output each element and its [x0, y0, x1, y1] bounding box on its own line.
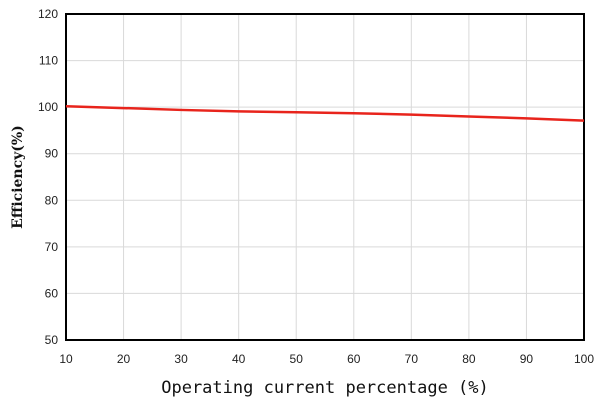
y-tick-label: 90 [45, 147, 59, 161]
y-tick-label: 60 [45, 286, 59, 300]
x-axis-label: Operating current percentage (%) [161, 378, 489, 398]
plot-area-frame [65, 13, 585, 341]
y-tick-label: 70 [45, 240, 59, 254]
y-tick-label: 120 [38, 7, 58, 21]
y-tick-label: 100 [38, 100, 58, 114]
x-tick-label: 20 [117, 352, 131, 366]
x-tick-label: 70 [405, 352, 419, 366]
x-tick-label: 90 [520, 352, 534, 366]
y-axis-label: Efficiency(%) [10, 125, 26, 229]
x-tick-label: 50 [290, 352, 304, 366]
y-tick-label: 80 [45, 193, 59, 207]
x-tick-labels: 10 20 30 40 50 60 70 80 90 100 [59, 352, 594, 366]
grid [65, 13, 585, 341]
x-tick-label: 80 [462, 352, 476, 366]
y-tick-label: 110 [39, 54, 58, 68]
y-tick-labels: 50 60 70 80 90 100 110 120 [38, 7, 58, 347]
x-tick-label: 60 [347, 352, 361, 366]
x-tick-label: 10 [59, 352, 73, 366]
x-tick-label: 40 [232, 352, 246, 366]
x-tick-label: 100 [574, 352, 594, 366]
series-layer [65, 104, 585, 122]
series-line [65, 104, 585, 122]
x-tick-label: 30 [174, 352, 188, 366]
y-tick-label: 50 [45, 333, 59, 347]
